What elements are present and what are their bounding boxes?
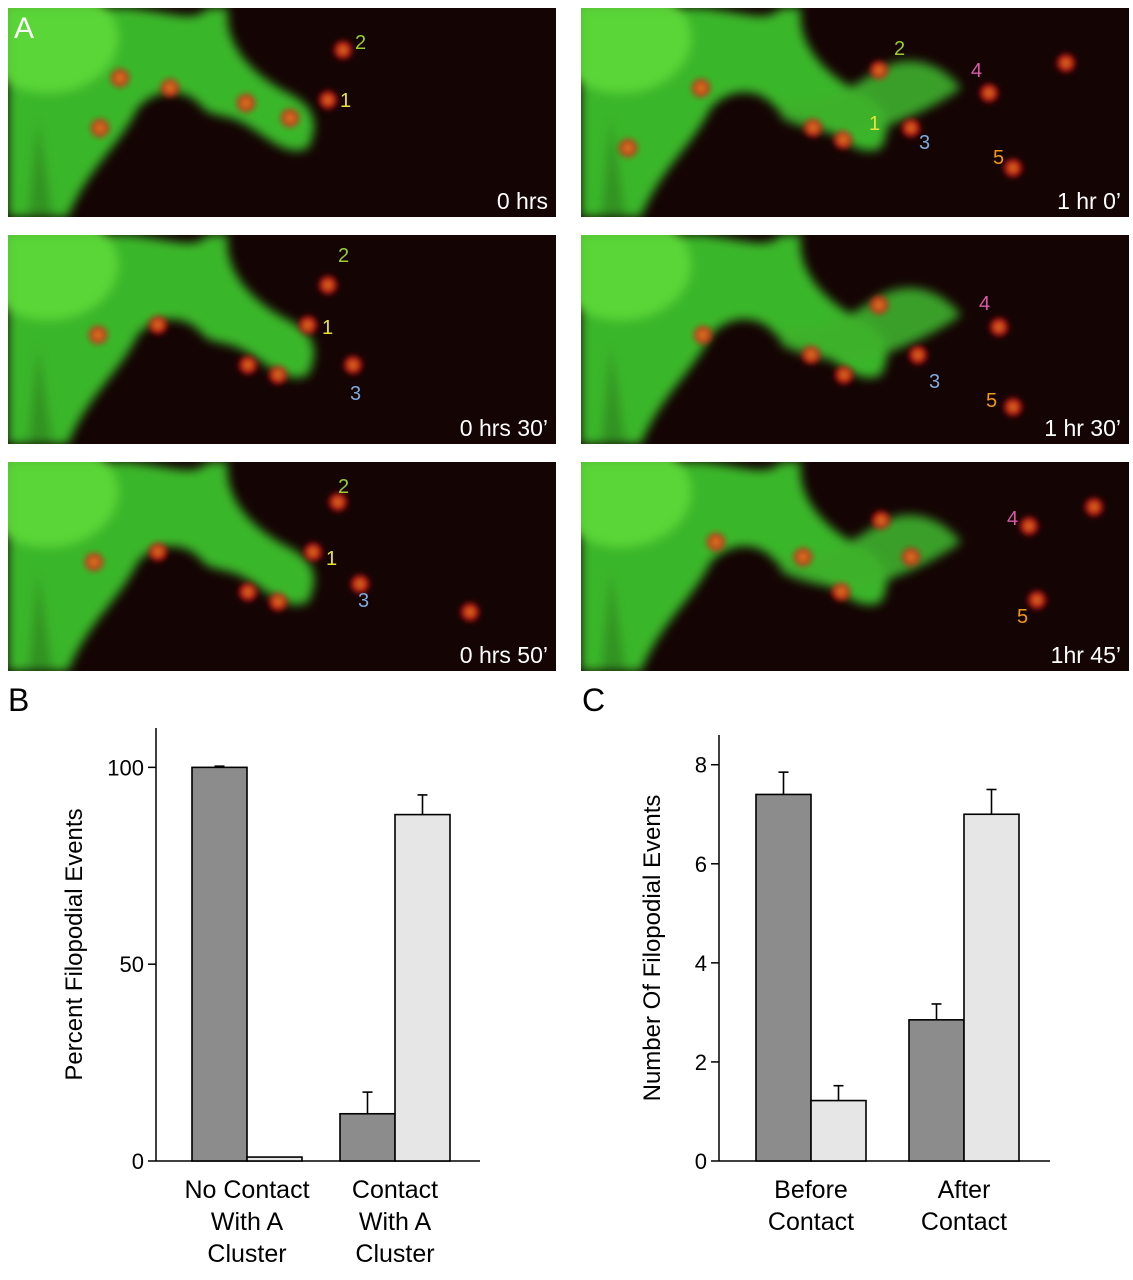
- y-tick-label: 2: [695, 1050, 707, 1075]
- time-label: 1 hr 30’: [1044, 415, 1121, 441]
- cluster-marker: 1: [340, 90, 352, 112]
- panel-a-letter: A: [14, 12, 35, 45]
- x-tick-label: Contact: [352, 1176, 438, 1204]
- cluster-marker: 5: [986, 390, 998, 412]
- y-axis-label: Percent Filopodial Events: [61, 808, 88, 1080]
- chart-b: Percent Filopodial Events 0 50 100 No Contac…: [61, 728, 480, 1268]
- bar: [755, 793, 812, 1162]
- x-tick-label: With A: [211, 1208, 284, 1236]
- bar: [810, 1099, 867, 1162]
- micrograph-frame: A 2 1 0 hrs: [8, 8, 556, 217]
- cluster-marker: 2: [338, 245, 350, 267]
- y-tick-label: 50: [120, 952, 144, 977]
- x-tick-label: Cluster: [355, 1240, 434, 1268]
- time-label: 0 hrs 30’: [459, 415, 548, 441]
- cluster-marker: 1: [322, 317, 334, 339]
- y-axis-label: Number Of Filopodial Events: [639, 795, 666, 1102]
- micrograph-image: [8, 8, 352, 217]
- cluster-marker: 3: [358, 590, 370, 612]
- micrograph-frame: 2 4 1 3 5 1 hr 0’: [581, 8, 1129, 217]
- time-label: 1 hr 0’: [1057, 188, 1121, 214]
- time-label: 0 hrs: [496, 188, 548, 214]
- x-tick-label: After: [938, 1176, 991, 1204]
- bar: [191, 766, 248, 1162]
- y-tick-label: 6: [695, 852, 707, 877]
- x-tick-label: Contact: [921, 1208, 1007, 1236]
- time-label: 0 hrs 50’: [459, 642, 548, 668]
- bar: [963, 813, 1020, 1162]
- time-label: 1hr 45’: [1050, 642, 1121, 668]
- panel-b-letter: B: [8, 682, 30, 718]
- bar: [246, 1156, 303, 1162]
- y-tick-label: 4: [695, 951, 707, 976]
- x-tick-label: Cluster: [207, 1240, 286, 1268]
- x-tick-label: With A: [359, 1208, 432, 1236]
- cluster-marker: 1: [869, 113, 881, 135]
- x-tick-label: Contact: [768, 1208, 854, 1236]
- y-tick-label: 100: [107, 755, 144, 780]
- micrograph-frame: 4 3 5 1 hr 30’: [581, 235, 1129, 444]
- x-tick-label: No Contact: [184, 1176, 309, 1204]
- micrograph-frame: 2 1 3 0 hrs 30’: [8, 235, 556, 444]
- y-tick-label: 0: [695, 1149, 707, 1174]
- x-tick-label: Before: [774, 1176, 848, 1204]
- cluster-marker: 5: [993, 147, 1005, 169]
- cluster-marker: 5: [1017, 606, 1029, 628]
- cluster-marker: 4: [979, 293, 991, 315]
- cluster-marker: 2: [338, 476, 350, 498]
- panel-c-letter: C: [582, 682, 606, 718]
- cluster-marker: 4: [1007, 508, 1019, 530]
- cluster-marker: 1: [326, 548, 338, 570]
- cluster-marker: 2: [894, 38, 906, 60]
- micrograph-image: [581, 235, 1022, 444]
- y-tick-label: 0: [132, 1149, 144, 1174]
- micrograph-frame: 4 5 1hr 45’: [581, 462, 1129, 671]
- bar: [339, 1112, 396, 1162]
- cluster-marker: 2: [355, 32, 367, 54]
- cluster-marker: 3: [929, 371, 941, 393]
- y-tick-label: 8: [695, 753, 707, 778]
- cluster-marker: 3: [919, 132, 931, 154]
- cluster-marker: 3: [350, 383, 362, 405]
- micrograph-image: [8, 235, 362, 444]
- bar: [394, 813, 451, 1162]
- micrograph-image: [581, 8, 1075, 217]
- micrograph-image: [8, 462, 479, 671]
- chart-c: Number Of Filopodial Events 0 2 4 6 8 Before Co…: [639, 735, 1050, 1236]
- bar: [908, 1019, 965, 1162]
- micrograph-image: [581, 462, 1103, 671]
- cluster-marker: 4: [971, 60, 983, 82]
